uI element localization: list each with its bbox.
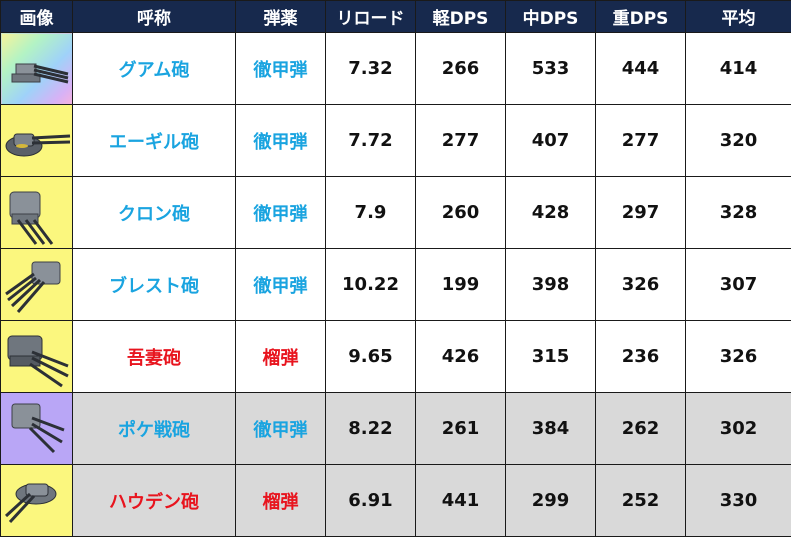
row-average: 326	[685, 320, 791, 393]
row-medium-dps: 428	[505, 176, 596, 249]
header-name: 呼称	[72, 0, 236, 33]
row-average: 414	[685, 32, 791, 105]
table-row: ポケ戦砲 徹甲弾 8.22 261 384 262 302	[0, 392, 791, 465]
row-reload: 7.9	[325, 176, 416, 249]
row-average: 328	[685, 176, 791, 249]
row-image-cell	[0, 392, 73, 465]
row-medium-dps: 299	[505, 464, 596, 537]
row-reload: 7.72	[325, 104, 416, 177]
twin-gun-turret-icon	[4, 483, 56, 523]
row-light-dps: 426	[415, 320, 506, 393]
header-medium-dps: 中DPS	[505, 0, 596, 33]
row-light-dps: 261	[415, 392, 506, 465]
row-medium-dps: 384	[505, 392, 596, 465]
row-name: クロン砲	[72, 176, 236, 249]
row-name: エーギル砲	[72, 104, 236, 177]
row-light-dps: 199	[415, 248, 506, 321]
table-row: 吾妻砲 榴弾 9.65 426 315 236 326	[0, 320, 791, 393]
row-ammo: 徹甲弾	[235, 32, 326, 105]
row-heavy-dps: 444	[595, 32, 686, 105]
row-light-dps: 266	[415, 32, 506, 105]
row-heavy-dps: 252	[595, 464, 686, 537]
row-reload: 6.91	[325, 464, 416, 537]
row-name: ポケ戦砲	[72, 392, 236, 465]
row-reload: 8.22	[325, 392, 416, 465]
row-heavy-dps: 277	[595, 104, 686, 177]
row-name: ブレスト砲	[72, 248, 236, 321]
row-light-dps: 260	[415, 176, 506, 249]
row-image-cell	[0, 248, 73, 321]
row-image-cell	[0, 320, 73, 393]
row-heavy-dps: 297	[595, 176, 686, 249]
row-ammo: 榴弾	[235, 320, 326, 393]
row-ammo: 徹甲弾	[235, 176, 326, 249]
row-light-dps: 277	[415, 104, 506, 177]
header-light-dps: 軽DPS	[415, 0, 506, 33]
row-average: 320	[685, 104, 791, 177]
row-name: ハウデン砲	[72, 464, 236, 537]
row-ammo: 徹甲弾	[235, 248, 326, 321]
triple-gun-turret-icon	[7, 335, 69, 387]
row-name: 吾妻砲	[72, 320, 236, 393]
table-row: ハウデン砲 榴弾 6.91 441 299 252 330	[0, 464, 791, 537]
row-reload: 9.65	[325, 320, 416, 393]
row-image-cell	[0, 464, 73, 537]
triple-gun-turret-icon	[11, 403, 65, 453]
row-reload: 10.22	[325, 248, 416, 321]
row-name: グアム砲	[72, 32, 236, 105]
twin-gun-turret-icon	[5, 133, 70, 156]
row-medium-dps: 315	[505, 320, 596, 393]
row-average: 330	[685, 464, 791, 537]
row-light-dps: 441	[415, 464, 506, 537]
row-medium-dps: 533	[505, 32, 596, 105]
header-ammo: 弾薬	[235, 0, 326, 33]
row-image-cell	[0, 176, 73, 249]
table-row: グアム砲 徹甲弾 7.32 266 533 444 414	[0, 32, 791, 105]
row-average: 307	[685, 248, 791, 321]
header-row: 画像 呼称 弾薬 リロード 軽DPS 中DPS 重DPS 平均	[0, 0, 791, 33]
row-image-cell	[0, 32, 73, 105]
row-reload: 7.32	[325, 32, 416, 105]
row-medium-dps: 407	[505, 104, 596, 177]
row-heavy-dps: 262	[595, 392, 686, 465]
row-ammo: 徹甲弾	[235, 104, 326, 177]
table-row: ブレスト砲 徹甲弾 10.22 199 398 326 307	[0, 248, 791, 321]
row-image-cell	[0, 104, 73, 177]
quad-gun-turret-icon	[4, 261, 60, 313]
row-average: 302	[685, 392, 791, 465]
row-ammo: 徹甲弾	[235, 392, 326, 465]
row-heavy-dps: 326	[595, 248, 686, 321]
triple-gun-turret-icon	[11, 63, 68, 83]
table-row: エーギル砲 徹甲弾 7.72 277 407 277 320	[0, 104, 791, 177]
header-average: 平均	[685, 0, 791, 33]
header-heavy-dps: 重DPS	[595, 0, 686, 33]
row-heavy-dps: 236	[595, 320, 686, 393]
triple-gun-turret-icon	[9, 191, 53, 245]
table-row: クロン砲 徹甲弾 7.9 260 428 297 328	[0, 176, 791, 249]
row-medium-dps: 398	[505, 248, 596, 321]
header-reload: リロード	[325, 0, 416, 33]
row-ammo: 榴弾	[235, 464, 326, 537]
header-image: 画像	[0, 0, 73, 33]
